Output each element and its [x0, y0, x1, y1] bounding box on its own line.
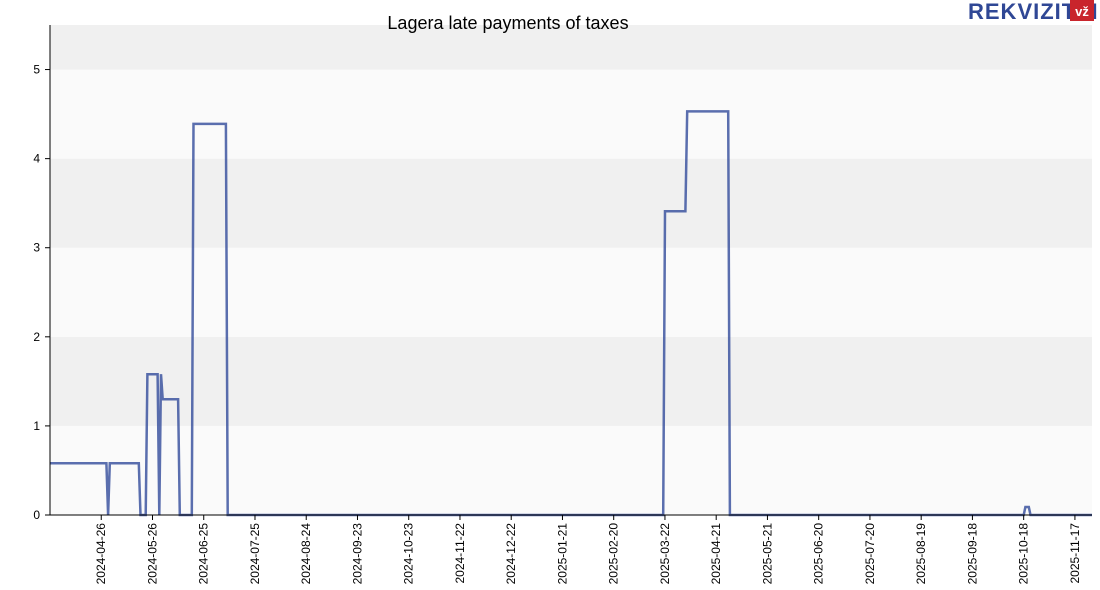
x-tick-label: 2024-09-23	[350, 523, 364, 585]
x-tick-label: 2025-06-20	[812, 523, 826, 585]
x-tick-label: 2024-07-25	[248, 523, 262, 585]
brand-badge-text: vž	[1075, 4, 1089, 19]
grid-band	[50, 25, 1092, 70]
x-tick-label: 2025-01-21	[555, 523, 569, 585]
grid-bands	[50, 25, 1092, 515]
x-tick-label: 2025-03-22	[658, 523, 672, 585]
x-tick-label: 2025-05-21	[760, 523, 774, 585]
y-tick-label: 0	[33, 508, 40, 522]
x-tick-label: 2024-11-22	[453, 523, 467, 584]
y-tick-label: 1	[33, 419, 40, 433]
grid-band	[50, 247, 1092, 337]
x-tick-label: 2025-09-18	[965, 523, 979, 585]
grid-band	[50, 336, 1092, 426]
x-tick-label: 2025-02-20	[607, 523, 621, 585]
x-tick-label: 2024-10-23	[402, 523, 416, 585]
y-tick-label: 5	[33, 63, 40, 77]
x-tick-label: 2025-07-20	[863, 523, 877, 585]
y-tick-label: 3	[33, 241, 40, 255]
x-tick-label: 2024-04-26	[94, 523, 108, 585]
grid-band	[50, 69, 1092, 159]
chart-title: Lagera late payments of taxes	[387, 13, 628, 33]
grid-band	[50, 425, 1092, 515]
x-axis-ticks: 2024-04-26 2024-05-26 2024-06-25 2024-07-25…	[94, 515, 1082, 584]
brand-badge	[1070, 0, 1094, 21]
axes	[49, 25, 1092, 516]
y-axis-ticks: 0 1 2 3 4 5	[33, 63, 50, 522]
y-tick-label: 4	[33, 152, 40, 166]
x-tick-label: 2025-10-18	[1017, 523, 1031, 585]
y-tick-label: 2	[33, 330, 40, 344]
x-tick-label: 2025-08-19	[914, 523, 928, 585]
x-tick-label: 2025-04-21	[709, 523, 723, 585]
x-tick-label: 2024-12-22	[504, 523, 518, 585]
x-tick-label: 2024-05-26	[145, 523, 159, 585]
x-tick-label: 2025-11-17	[1068, 523, 1082, 584]
brand-logo[interactable]: REKVIZITAI vž	[968, 0, 1099, 24]
x-tick-label: 2024-08-24	[299, 523, 313, 585]
grid-band	[50, 158, 1092, 248]
x-tick-label: 2024-06-25	[197, 523, 211, 585]
